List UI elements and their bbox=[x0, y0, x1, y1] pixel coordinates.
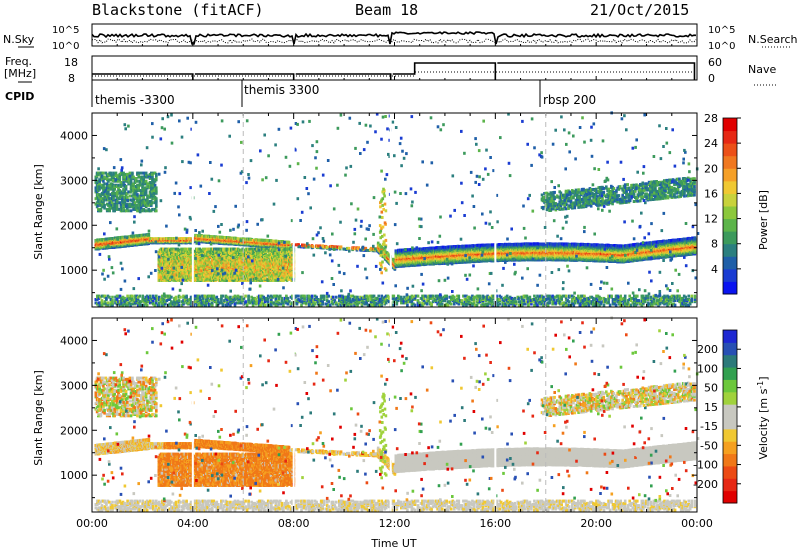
power-heatmap bbox=[94, 111, 700, 307]
power-cell bbox=[105, 244, 108, 248]
frequency-trace bbox=[92, 62, 696, 80]
power-cell bbox=[298, 245, 301, 249]
cpid-label: CPID bbox=[5, 90, 34, 103]
power-cell bbox=[357, 246, 360, 250]
noise-left-label: N.Sky bbox=[3, 33, 35, 46]
power-cell bbox=[291, 243, 294, 246]
power-cell bbox=[234, 236, 238, 240]
power-cell bbox=[289, 243, 293, 247]
cpid-entry-2: themis 3300 bbox=[244, 83, 319, 97]
power-cell bbox=[287, 240, 291, 244]
power-ylabel: Slant Range [km] bbox=[32, 164, 45, 260]
power-cell bbox=[316, 244, 320, 248]
power-cell bbox=[383, 249, 387, 253]
noise-right-label: N.Search bbox=[748, 33, 798, 46]
cpid-panel: CPID themis -3300 themis 3300 rbsp 200 bbox=[5, 80, 596, 107]
freq-label-top: Freq. bbox=[5, 55, 32, 68]
power-cell bbox=[346, 246, 349, 250]
freq-label-bottom: [MHz] bbox=[4, 67, 36, 80]
power-cell bbox=[473, 244, 477, 248]
power-cell bbox=[294, 243, 298, 247]
date-title: 21/Oct/2015 bbox=[590, 1, 689, 19]
noise-panel: N.Sky N.Search 10^5 10^0 10^5 10^0 bbox=[3, 23, 798, 52]
power-cell bbox=[311, 245, 315, 248]
power-cell bbox=[307, 243, 310, 247]
power-cell bbox=[102, 238, 106, 242]
power-cell bbox=[147, 233, 151, 236]
freq-tick-top: 18 bbox=[64, 56, 78, 69]
power-cell bbox=[325, 245, 329, 249]
frequency-panel: Freq. [MHz] Nave 18 8 60 0 bbox=[4, 55, 778, 86]
power-cell bbox=[302, 243, 306, 247]
power-cell bbox=[365, 248, 368, 252]
power-cell bbox=[318, 244, 322, 248]
power-cell bbox=[332, 245, 336, 249]
nave-label: Nave bbox=[748, 63, 776, 76]
power-cell bbox=[108, 237, 112, 241]
noise-left-tick-top: 10^5 bbox=[52, 25, 79, 36]
power-cell bbox=[339, 245, 343, 249]
power-cell bbox=[487, 243, 490, 247]
power-cell bbox=[343, 247, 346, 251]
nave-trace bbox=[92, 71, 695, 77]
freq-tick-bottom: 8 bbox=[68, 72, 75, 85]
nave-tick-top: 60 bbox=[708, 56, 722, 69]
power-cell bbox=[319, 246, 323, 250]
noise-left-tick-bottom: 10^0 bbox=[52, 41, 79, 52]
station-title: Blackstone (fitACF) bbox=[92, 1, 264, 19]
cpid-entry-1: themis -3300 bbox=[95, 93, 175, 107]
nave-tick-bottom: 0 bbox=[708, 72, 715, 85]
noise-right-tick-top: 10^5 bbox=[708, 25, 735, 36]
power-cell bbox=[376, 241, 380, 245]
power-cell bbox=[287, 244, 291, 248]
noise-right-tick-bottom: 10^0 bbox=[708, 41, 735, 52]
power-cell bbox=[297, 243, 300, 247]
beam-title: Beam 18 bbox=[355, 1, 418, 19]
power-cell bbox=[364, 246, 368, 250]
power-cell bbox=[347, 246, 351, 250]
power-cell bbox=[360, 248, 363, 252]
cpid-entry-3: rbsp 200 bbox=[543, 93, 596, 107]
power-cell bbox=[211, 235, 214, 239]
